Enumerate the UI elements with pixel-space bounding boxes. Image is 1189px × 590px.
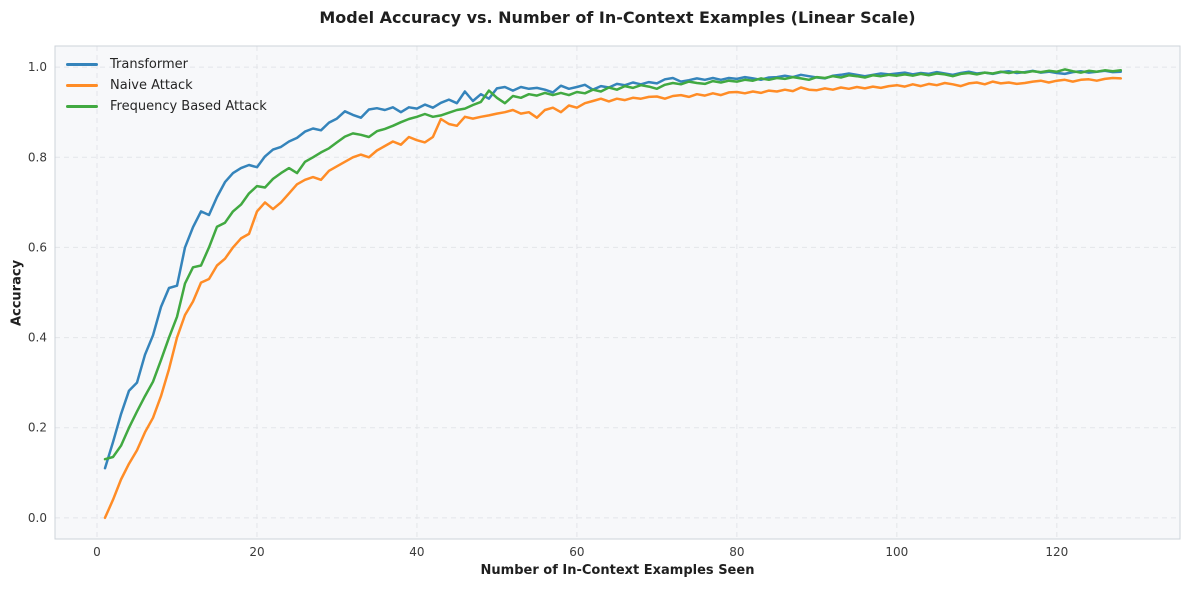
legend-item-frequency-based-attack: Frequency Based Attack <box>66 98 267 115</box>
series-line-transformer <box>103 69 1123 470</box>
y-tick-label: 0.2 <box>28 421 47 435</box>
x-axis-label: Number of In-Context Examples Seen <box>480 563 755 578</box>
legend-item-transformer: Transformer <box>66 56 267 73</box>
series-line-naive-attack <box>103 76 1123 520</box>
x-tick-label: 0 <box>93 545 101 559</box>
legend: Transformer Naive Attack Frequency Based… <box>66 56 267 115</box>
plot-area <box>55 46 1180 539</box>
x-tick-label: 60 <box>569 545 584 559</box>
legend-item-naive-attack: Naive Attack <box>66 77 267 94</box>
legend-label: Frequency Based Attack <box>110 99 267 114</box>
legend-line-swatch <box>66 62 98 67</box>
x-tick-label: 120 <box>1045 545 1068 559</box>
y-tick-label: 0.6 <box>28 240 47 254</box>
y-tick-label: 1.0 <box>28 60 47 74</box>
x-tick-label: 80 <box>729 545 744 559</box>
x-tick-label: 40 <box>409 545 424 559</box>
legend-line-swatch <box>66 83 98 88</box>
chart-title: Model Accuracy vs. Number of In-Context … <box>319 8 916 27</box>
plot-border <box>54 45 1181 540</box>
y-tick-label: 0.8 <box>28 150 47 164</box>
x-tick-label: 20 <box>249 545 264 559</box>
legend-label: Transformer <box>110 57 189 72</box>
legend-line-swatch <box>66 104 98 109</box>
x-tick-label: 100 <box>885 545 908 559</box>
y-tick-label: 0.0 <box>28 511 47 525</box>
y-tick-label: 0.4 <box>28 331 47 345</box>
series-line-frequency-based-attack <box>103 68 1123 461</box>
y-axis-label: Accuracy <box>9 259 25 327</box>
legend-label: Naive Attack <box>110 78 193 93</box>
